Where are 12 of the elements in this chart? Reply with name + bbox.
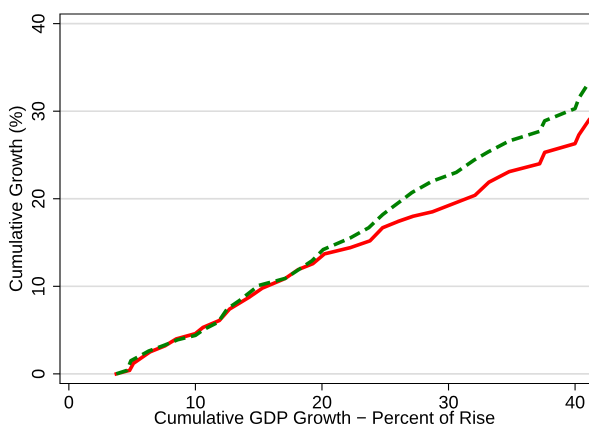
y-tick-label: 20 bbox=[32, 189, 45, 208]
y-tick-label: 30 bbox=[32, 102, 45, 121]
x-tick-label: 0 bbox=[64, 396, 74, 409]
x-tick-label: 40 bbox=[565, 396, 584, 409]
x-tick-label: 20 bbox=[312, 396, 332, 409]
x-axis-title: Cumulative GDP Growth − Percent of Rise bbox=[154, 410, 494, 424]
x-tick-label: 10 bbox=[186, 396, 205, 409]
y-tick-label: 0 bbox=[32, 370, 45, 378]
y-tick-label: 10 bbox=[32, 276, 45, 295]
x-tick-label: 30 bbox=[439, 396, 458, 409]
y-tick-label: 40 bbox=[32, 14, 45, 34]
y-axis-title: Cumulative Growth (%) bbox=[8, 106, 26, 292]
